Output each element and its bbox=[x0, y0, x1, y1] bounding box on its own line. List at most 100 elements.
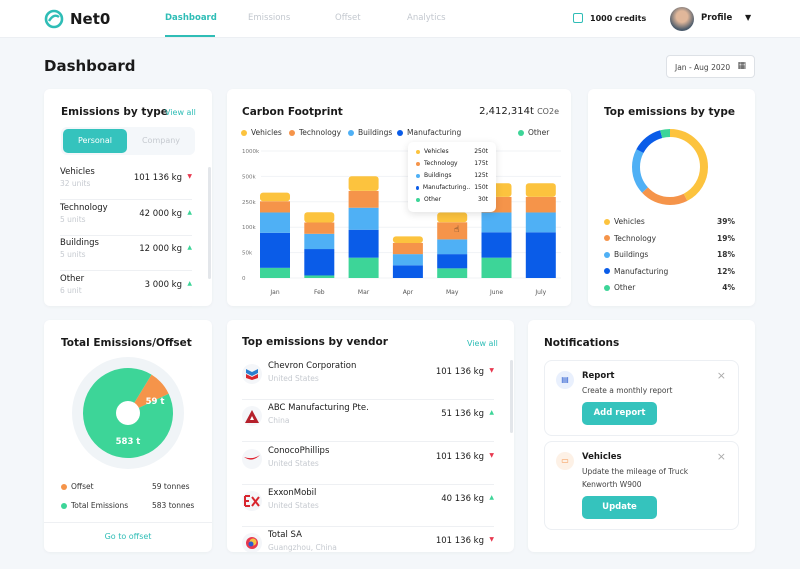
caret-down-icon[interactable]: ▼ bbox=[745, 13, 752, 22]
legend-item[interactable]: Other bbox=[518, 128, 549, 137]
pie-slice-offset[interactable] bbox=[128, 374, 169, 413]
wallet-icon bbox=[573, 13, 583, 23]
document-icon: ▤ bbox=[556, 371, 574, 389]
view-all-link[interactable]: View all bbox=[165, 108, 196, 117]
bar-segment-manufacturing[interactable] bbox=[260, 232, 290, 268]
bar-segment-buildings[interactable] bbox=[392, 254, 423, 266]
nav-dashboard[interactable]: Dashboard bbox=[165, 13, 217, 23]
item-name: Buildings bbox=[60, 238, 99, 248]
nav-emissions[interactable]: Emissions bbox=[248, 13, 291, 23]
go-to-offset-link[interactable]: Go to offset bbox=[104, 532, 152, 541]
bar-segment-manufacturing[interactable] bbox=[437, 254, 468, 269]
scrollbar[interactable] bbox=[208, 167, 211, 279]
emission-type-item[interactable]: Technology 5 units 42 000 kg ▲ bbox=[60, 200, 192, 236]
legend-label: Total Emissions bbox=[71, 501, 129, 510]
legend-item: Other 4% bbox=[604, 283, 735, 292]
vendor-location: Guangzhou, China bbox=[268, 543, 337, 552]
bar-segment-manufacturing[interactable] bbox=[525, 232, 556, 278]
card-title: Carbon Footprint bbox=[242, 106, 343, 118]
vendor-item[interactable]: ABC Manufacturing Pte. China 51 136 kg ▲ bbox=[242, 400, 494, 443]
vendor-name: ABC Manufacturing Pte. bbox=[268, 403, 369, 414]
logo[interactable]: Net0 bbox=[44, 9, 110, 29]
bar-segment-vehicles[interactable] bbox=[525, 183, 556, 197]
close-icon[interactable]: × bbox=[716, 450, 726, 463]
legend-item[interactable]: Technology bbox=[289, 128, 341, 137]
vendor-item[interactable]: Chevron Corporation United States 101 13… bbox=[242, 358, 494, 400]
bar-segment-buildings[interactable] bbox=[437, 239, 468, 255]
emission-type-item[interactable]: Vehicles 32 units 101 136 kg ▼ bbox=[60, 164, 192, 200]
emission-type-item[interactable]: Other 6 unit 3 000 kg ▲ bbox=[60, 271, 192, 307]
emission-type-item[interactable]: Buildings 5 units 12 000 kg ▲ bbox=[60, 235, 192, 271]
bar-segment-technology[interactable] bbox=[260, 201, 290, 213]
legend-value: 59 tonnes bbox=[152, 482, 190, 491]
item-name: Other bbox=[60, 273, 85, 284]
legend-label: Manufacturing bbox=[614, 266, 669, 276]
bar-segment-technology[interactable] bbox=[437, 222, 468, 240]
donut-slice-technology[interactable] bbox=[632, 129, 708, 205]
bar-segment-other[interactable] bbox=[304, 275, 335, 278]
bar-segment-technology[interactable] bbox=[392, 242, 423, 255]
bar-segment-buildings[interactable] bbox=[260, 212, 290, 233]
bar-segment-vehicles[interactable] bbox=[437, 212, 468, 223]
tooltip-label: Vehicles bbox=[424, 148, 449, 155]
bar-segment-other[interactable] bbox=[481, 257, 512, 278]
bar-segment-buildings[interactable] bbox=[304, 233, 335, 250]
bar-segment-other[interactable] bbox=[348, 257, 379, 278]
bar-segment-manufacturing[interactable] bbox=[304, 249, 335, 276]
bar-segment-buildings[interactable] bbox=[525, 212, 556, 233]
notification-action-button[interactable]: Add report bbox=[582, 402, 657, 425]
vendor-item[interactable]: Total SA Guangzhou, China 101 136 kg ▼ bbox=[242, 527, 494, 552]
trend-up-icon: ▲ bbox=[489, 409, 494, 417]
total-logo-icon bbox=[242, 533, 262, 552]
bar-segment-vehicles[interactable] bbox=[348, 176, 379, 191]
tooltip-row: Manufacturing.. 150t bbox=[416, 184, 488, 191]
tooltip-value: 150t bbox=[474, 184, 488, 191]
trend-down-icon: ▼ bbox=[489, 367, 494, 374]
tab-company[interactable]: Company bbox=[141, 136, 181, 145]
bar-segment-buildings[interactable] bbox=[481, 212, 512, 233]
y-tick-label: 100k bbox=[242, 225, 256, 231]
calendar-icon: ▦ bbox=[737, 61, 746, 71]
donut-slice-buildings[interactable] bbox=[632, 129, 708, 205]
vendor-value: 51 136 kg bbox=[441, 409, 484, 420]
bar-segment-other[interactable] bbox=[260, 267, 290, 278]
notification-action-button[interactable]: Update bbox=[582, 496, 657, 519]
donut-slice-other[interactable] bbox=[632, 129, 708, 205]
bar-segment-manufacturing[interactable] bbox=[392, 265, 423, 278]
legend-item[interactable]: Manufacturing bbox=[397, 128, 461, 137]
close-icon[interactable]: × bbox=[716, 369, 726, 382]
notification-title: Report bbox=[582, 371, 615, 381]
credits[interactable]: 1000 credits bbox=[590, 14, 647, 23]
vendor-item[interactable]: ExxonMobil United States 40 136 kg ▲ bbox=[242, 485, 494, 527]
profile-label[interactable]: Profile bbox=[701, 13, 733, 23]
bar-segment-vehicles[interactable] bbox=[304, 212, 335, 223]
legend-label: Manufacturing bbox=[407, 128, 462, 137]
nav-analytics[interactable]: Analytics bbox=[407, 13, 446, 23]
bar-segment-vehicles[interactable] bbox=[392, 236, 423, 243]
bar-segment-manufacturing[interactable] bbox=[348, 229, 379, 258]
x-tick-label: May bbox=[446, 289, 459, 296]
vendor-name: ExxonMobil bbox=[268, 487, 317, 498]
legend-item[interactable]: Vehicles bbox=[241, 128, 282, 137]
vendor-value: 101 136 kg bbox=[435, 451, 484, 462]
bar-segment-vehicles[interactable] bbox=[260, 192, 290, 202]
item-value: 3 000 kg bbox=[144, 279, 182, 290]
bar-segment-technology[interactable] bbox=[304, 222, 335, 234]
bar-segment-technology[interactable] bbox=[525, 196, 556, 213]
tab-personal[interactable]: Personal bbox=[63, 129, 127, 153]
bar-segment-other[interactable] bbox=[437, 268, 468, 278]
bar-segment-manufacturing[interactable] bbox=[481, 232, 512, 258]
carbon-footprint-card: Carbon Footprint 2,412,314t CO2e Vehicle… bbox=[227, 89, 571, 306]
avatar[interactable] bbox=[670, 7, 694, 31]
vendor-item[interactable]: ConocoPhillips United States 101 136 kg … bbox=[242, 443, 494, 485]
view-all-link[interactable]: View all bbox=[467, 339, 498, 348]
date-range-picker[interactable]: Jan - Aug 2020 ▦ bbox=[666, 55, 755, 78]
bar-segment-technology[interactable] bbox=[348, 190, 379, 208]
vendor-name: ConocoPhillips bbox=[268, 445, 330, 456]
nav-offset[interactable]: Offset bbox=[335, 13, 361, 23]
scrollbar[interactable] bbox=[510, 360, 513, 433]
bar-segment-buildings[interactable] bbox=[348, 207, 379, 230]
tooltip-value: 175t bbox=[474, 160, 488, 167]
legend-item[interactable]: Buildings bbox=[348, 128, 392, 137]
brand-name: Net0 bbox=[70, 10, 111, 28]
